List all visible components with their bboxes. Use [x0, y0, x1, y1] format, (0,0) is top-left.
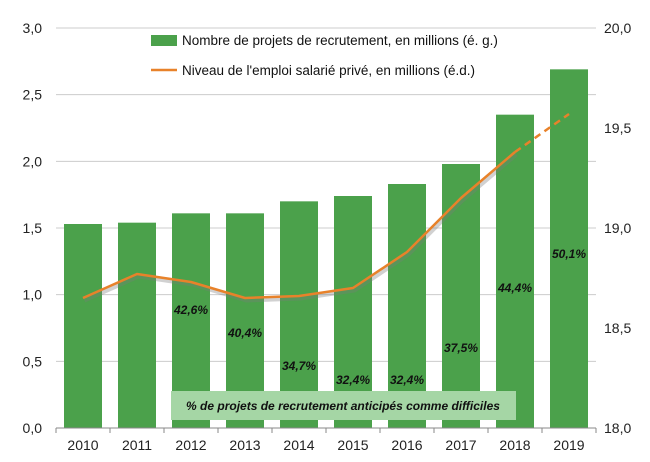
x-tick-label: 2012 — [175, 437, 206, 453]
y-right-tick-label: 19,5 — [604, 120, 631, 136]
x-tick-label: 2016 — [391, 437, 422, 453]
y-left-tick-label: 1,0 — [23, 287, 43, 303]
x-tick-label: 2014 — [283, 437, 314, 453]
bar — [496, 114, 534, 429]
y-right-tick-label: 18,0 — [604, 420, 631, 436]
legend-label-bars: Nombre de projets de recrutement, en mil… — [182, 33, 498, 48]
x-tick-label: 2011 — [122, 437, 152, 453]
legend-label-line: Niveau de l'emploi salarié privé, en mil… — [182, 63, 475, 78]
bar — [334, 196, 372, 428]
x-tick-label: 2017 — [445, 437, 476, 453]
bar-labels: 42,6% 40,4% 34,7% 32,4% 32,4% 37,5% 44,4% 50,1% — [173, 247, 586, 387]
y-right-tick-label: 20,0 — [604, 20, 631, 36]
bar-data-label: 50,1% — [552, 247, 586, 261]
bar-data-label: 37,5% — [444, 341, 478, 355]
y-left-tick-label: 0,0 — [23, 420, 43, 436]
x-tick-label: 2018 — [499, 437, 530, 453]
x-tick-label: 2010 — [67, 437, 98, 453]
y-left-tick-label: 2,0 — [23, 153, 43, 169]
y-left-tick-label: 2,5 — [23, 87, 43, 103]
line-series — [82, 112, 570, 303]
bar — [118, 222, 156, 428]
bar — [550, 69, 588, 428]
caption-text: % de projets de recrutement anticipés co… — [186, 399, 500, 413]
bar — [280, 201, 318, 428]
caption-box-bg — [171, 391, 516, 420]
caption-box: % de projets de recrutement anticipés co… — [171, 391, 516, 420]
x-tick-label: 2015 — [337, 437, 368, 453]
legend: Nombre de projets de recrutement, en mil… — [151, 33, 498, 78]
bar-data-label: 34,7% — [282, 359, 316, 373]
y-right-tick-label: 19,0 — [604, 220, 631, 236]
y-right-tick-label: 18,5 — [604, 320, 631, 336]
bar — [442, 164, 480, 428]
bar-data-label: 42,6% — [173, 303, 208, 317]
y-left-tick-label: 1,5 — [23, 220, 43, 236]
y-left-tick-label: 3,0 — [23, 20, 43, 36]
line-shadow — [83, 152, 518, 303]
bar — [64, 224, 102, 428]
bar-series — [64, 69, 588, 429]
y-left-tick-label: 0,5 — [23, 353, 43, 369]
axes: 0,0 0,5 1,0 1,5 2,0 2,5 3,0 18,0 18,5 19,0 19,5 20,… — [23, 20, 632, 453]
bar-data-label: 32,4% — [336, 373, 370, 387]
bar-data-label: 32,4% — [390, 373, 424, 387]
bar — [388, 184, 426, 428]
legend-swatch-bars — [151, 35, 177, 46]
x-tick-label: 2019 — [553, 437, 584, 453]
x-tick-label: 2013 — [229, 437, 260, 453]
bar-data-label: 40,4% — [227, 326, 262, 340]
bar-data-label: 44,4% — [497, 281, 532, 295]
